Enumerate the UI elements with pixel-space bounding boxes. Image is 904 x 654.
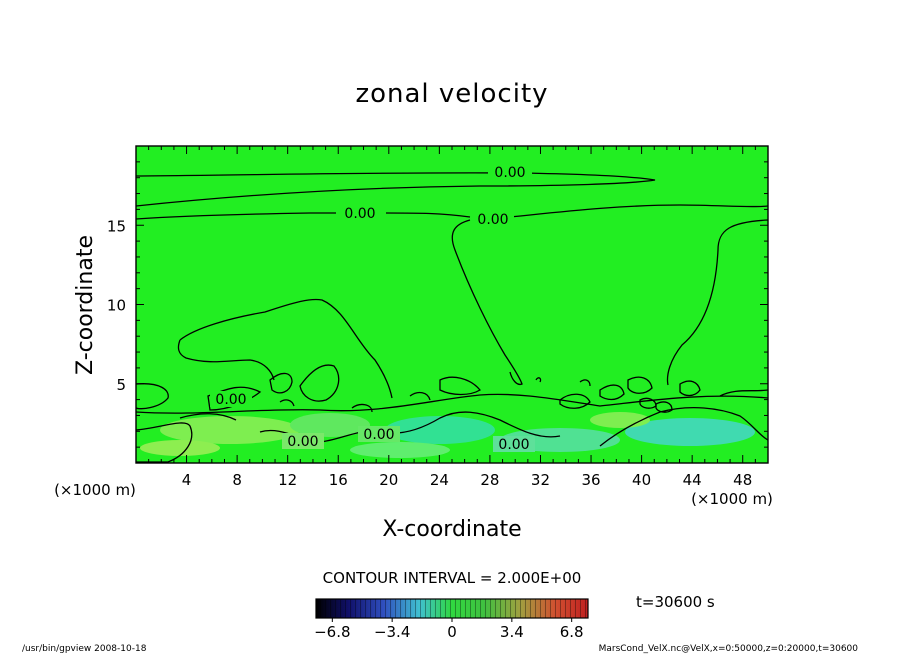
colorbar-tick-label: 0	[447, 623, 457, 641]
contour-label: 0.00	[477, 212, 508, 228]
y-tick-label: 5	[116, 376, 126, 394]
x-tick-label: 16	[329, 471, 348, 489]
x-unit-right: (×1000 m)	[691, 490, 773, 508]
x-tick-label: 12	[278, 471, 297, 489]
chart-title: zonal velocity	[355, 79, 548, 109]
colorbar-tick-label: −6.8	[314, 623, 350, 641]
x-tick-label: 40	[632, 471, 651, 489]
colorbar-stripes	[316, 599, 588, 618]
contour-interval-text: CONTOUR INTERVAL = 2.000E+00	[323, 569, 582, 587]
time-label: t=30600 s	[636, 593, 715, 611]
x-tick-label: 36	[581, 471, 600, 489]
colorbar-tick-label: 6.8	[560, 623, 584, 641]
contour-label: 0.00	[498, 437, 529, 453]
field-fill	[136, 146, 768, 463]
footer-right: MarsCond_VelX.nc@VelX,x=0:50000,z=0:2000…	[599, 644, 859, 654]
contour-label: 0.00	[363, 427, 394, 443]
x-tick-label: 32	[531, 471, 550, 489]
x-tick-label: 20	[379, 471, 398, 489]
colorbar-ticks: −6.8 −3.4 0 3.4 6.8	[314, 618, 584, 641]
contour-label: 0.00	[215, 392, 246, 408]
x-axis-label: X-coordinate	[382, 517, 521, 542]
x-unit-left: (×1000 m)	[54, 481, 136, 499]
contour-lines	[136, 172, 768, 463]
x-tick-label: 28	[480, 471, 499, 489]
colorbar-tick-label: 3.4	[500, 623, 524, 641]
x-tick-label: 4	[182, 471, 192, 489]
x-axis: 4 8 12 16 20 24 28 32 36 40 44 48	[148, 146, 756, 489]
plot-area: 0.00 0.00 0.00 0.00 0.00 0.00 0.00	[136, 146, 768, 463]
contour-label: 0.00	[344, 206, 375, 222]
x-tick-label: 48	[733, 471, 752, 489]
y-axis: 5 10 15	[107, 161, 768, 448]
colorbar: −6.8 −3.4 0 3.4 6.8	[314, 598, 589, 641]
x-tick-label: 8	[232, 471, 242, 489]
x-tick-label: 44	[683, 471, 702, 489]
colorbar-tick-label: −3.4	[374, 623, 410, 641]
contour-label: 0.00	[287, 434, 318, 450]
x-tick-label: 24	[430, 471, 449, 489]
y-tick-label: 15	[107, 217, 126, 235]
y-axis-label: Z-coordinate	[73, 235, 98, 375]
contour-labels: 0.00 0.00 0.00 0.00 0.00 0.00 0.00	[210, 164, 535, 453]
y-tick-label: 10	[107, 297, 126, 315]
footer-left: /usr/bin/gpview 2008-10-18	[22, 644, 147, 654]
contour-label: 0.00	[494, 165, 525, 181]
